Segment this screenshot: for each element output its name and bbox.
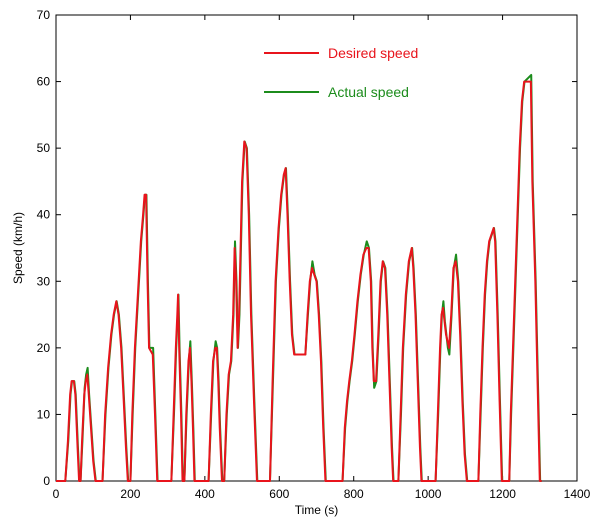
x-tick-label: 1000 bbox=[415, 487, 442, 501]
x-tick-label: 1200 bbox=[489, 487, 516, 501]
y-axis-label: Speed (km/h) bbox=[11, 212, 25, 284]
x-tick-label: 200 bbox=[120, 487, 140, 501]
x-axis-label: Time (s) bbox=[295, 503, 339, 517]
y-tick-label: 0 bbox=[43, 474, 50, 488]
y-tick-label: 30 bbox=[37, 274, 51, 288]
series-layer bbox=[56, 73, 542, 482]
y-tick-label: 20 bbox=[37, 341, 51, 355]
y-tick-label: 60 bbox=[37, 75, 51, 89]
plot-area bbox=[55, 14, 578, 482]
x-tick-label: 800 bbox=[344, 487, 364, 501]
legend-label-desired: Desired speed bbox=[328, 45, 418, 61]
x-axis-ticks: 0 200 400 600 800 1000 1200 1400 bbox=[53, 15, 591, 501]
y-tick-label: 50 bbox=[37, 141, 51, 155]
y-tick-label: 40 bbox=[37, 208, 51, 222]
legend-label-actual: Actual speed bbox=[328, 84, 409, 100]
x-tick-label: 600 bbox=[269, 487, 289, 501]
y-tick-label: 10 bbox=[37, 407, 51, 421]
desired-speed-line bbox=[56, 80, 542, 482]
x-tick-label: 0 bbox=[53, 487, 60, 501]
x-tick-label: 1400 bbox=[564, 487, 591, 501]
legend: Desired speed Actual speed bbox=[264, 45, 418, 100]
y-axis-ticks: 0 10 20 30 40 50 60 70 bbox=[37, 8, 577, 488]
y-tick-label: 70 bbox=[37, 8, 51, 22]
x-tick-label: 400 bbox=[195, 487, 215, 501]
